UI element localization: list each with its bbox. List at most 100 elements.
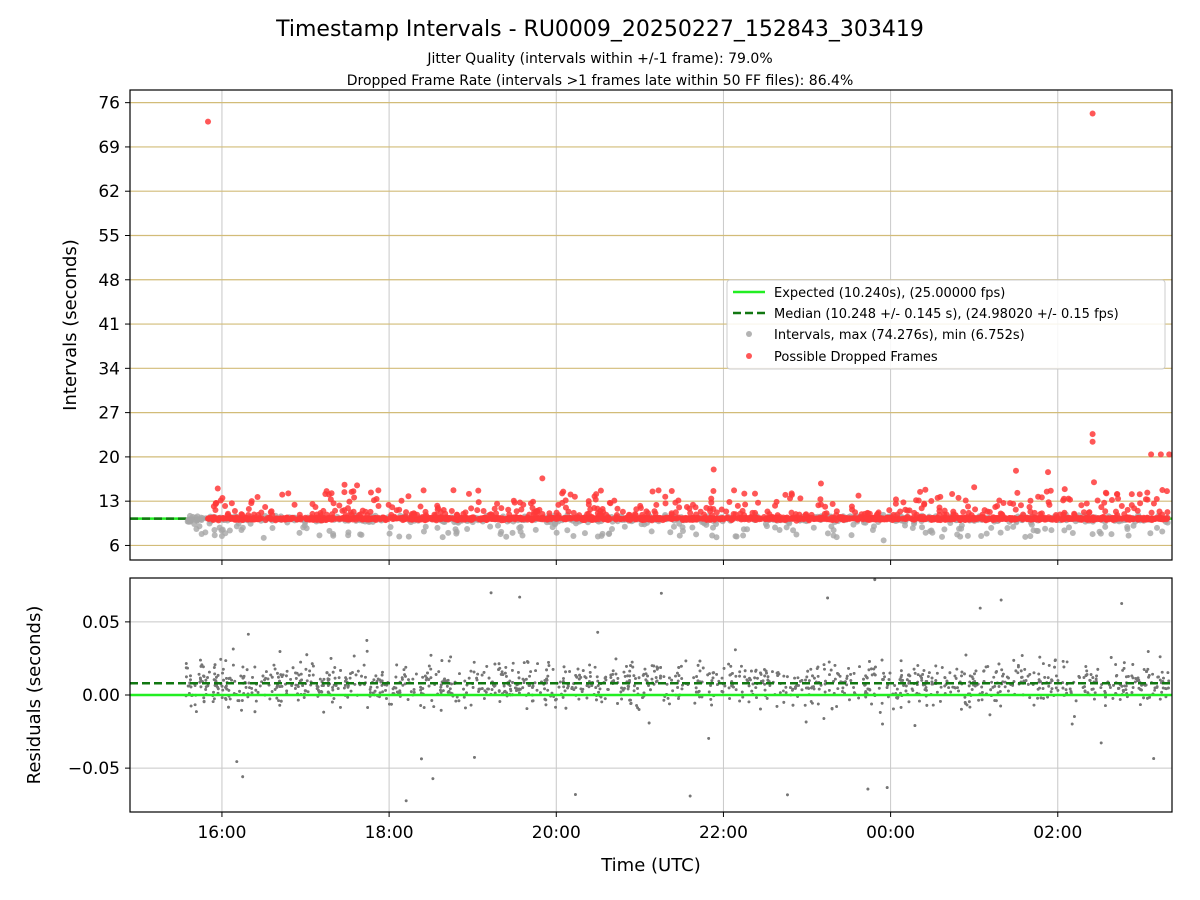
interval-point xyxy=(1130,522,1137,529)
dropped-frame-point xyxy=(962,514,969,521)
residual-point xyxy=(786,793,789,797)
dropped-frame-point xyxy=(273,515,280,522)
residual-point xyxy=(561,695,565,699)
interval-point xyxy=(763,523,770,530)
interval-point xyxy=(648,528,655,535)
interval-point xyxy=(1048,527,1055,534)
residual-point xyxy=(907,700,911,704)
dropped-frame-point xyxy=(708,499,715,506)
residual-point xyxy=(214,679,218,683)
y-tick-label: 55 xyxy=(98,226,120,246)
residual-point xyxy=(935,690,939,694)
residual-point xyxy=(1153,688,1157,692)
dropped-frame-point xyxy=(217,497,224,504)
residual-point xyxy=(637,676,641,680)
interval-point xyxy=(303,525,310,532)
residual-point xyxy=(1061,660,1065,663)
dropped-frame-point xyxy=(225,510,232,517)
residual-point xyxy=(427,684,431,688)
residual-point xyxy=(434,673,438,676)
dropped-frame-point xyxy=(494,500,501,507)
residual-point xyxy=(677,697,680,700)
interval-point xyxy=(422,523,429,530)
residual-point xyxy=(276,671,279,675)
residual-point xyxy=(620,686,623,690)
residual-point xyxy=(939,699,942,703)
residual-point xyxy=(620,697,623,701)
residual-point xyxy=(878,711,882,714)
dropped-frame-point xyxy=(751,515,758,522)
residual-point xyxy=(1117,686,1121,690)
residual-point xyxy=(870,702,873,706)
residual-point xyxy=(838,674,842,678)
dropped-frame-point xyxy=(1033,516,1040,523)
interval-point xyxy=(445,529,452,536)
dropped-frame-point xyxy=(1045,514,1052,521)
residual-point xyxy=(221,671,224,675)
interval-point xyxy=(790,527,797,534)
residual-point xyxy=(294,687,297,690)
residual-point xyxy=(1155,686,1159,689)
residual-point xyxy=(796,676,800,680)
residual-point xyxy=(1078,676,1081,679)
residual-point xyxy=(381,690,385,694)
residual-point xyxy=(646,674,649,678)
dropped-frame-point xyxy=(697,515,704,522)
interval-point xyxy=(713,534,720,541)
residual-point xyxy=(1037,672,1041,676)
residual-point xyxy=(318,677,322,681)
residual-point xyxy=(221,688,225,692)
residual-point xyxy=(388,702,391,706)
residual-point xyxy=(404,675,407,678)
dropped-frame-point xyxy=(1046,501,1053,508)
residual-point xyxy=(847,666,850,670)
residual-point xyxy=(189,678,192,682)
interval-point xyxy=(572,520,579,527)
dropped-frame-point xyxy=(676,504,683,511)
interval-point xyxy=(1004,525,1011,532)
residual-point xyxy=(1096,667,1100,671)
residual-point xyxy=(1065,660,1069,664)
interval-point xyxy=(1102,523,1109,530)
interval-point xyxy=(198,514,205,521)
residual-point xyxy=(1019,669,1023,673)
residual-point xyxy=(1026,682,1030,686)
dropped-frame-point xyxy=(668,516,675,523)
dropped-frame-point xyxy=(713,509,720,516)
residual-point xyxy=(504,665,508,669)
residual-point xyxy=(545,678,549,682)
residual-point xyxy=(1001,680,1005,684)
residual-point xyxy=(419,685,422,689)
interval-point xyxy=(185,516,192,523)
residual-point xyxy=(557,685,561,689)
residual-point xyxy=(241,665,245,669)
residual-point xyxy=(285,669,289,673)
residual-point xyxy=(960,674,963,678)
dropped-frame-point xyxy=(1124,506,1131,513)
residual-point xyxy=(606,687,610,691)
dropped-frame-point xyxy=(1071,511,1078,518)
residual-point xyxy=(498,666,502,670)
residual-point xyxy=(1123,684,1127,688)
interval-point xyxy=(296,529,303,536)
residual-point xyxy=(1085,669,1089,673)
interval-point xyxy=(744,526,751,533)
residual-point xyxy=(644,678,648,682)
dropped-frame-point xyxy=(788,491,795,498)
residual-point xyxy=(880,701,884,705)
residual-point xyxy=(785,675,789,679)
dropped-frame-point xyxy=(1134,507,1141,514)
residual-point xyxy=(776,672,780,676)
residual-point xyxy=(999,704,1003,708)
dropped-frame-point xyxy=(354,482,361,489)
residual-point xyxy=(346,695,350,699)
dropped-frame-point xyxy=(915,497,922,504)
residual-point xyxy=(629,664,632,667)
dropped-frame-point xyxy=(1017,502,1024,509)
residual-point xyxy=(816,674,820,678)
residual-point xyxy=(1143,683,1147,687)
dropped-frame-point xyxy=(474,507,481,514)
